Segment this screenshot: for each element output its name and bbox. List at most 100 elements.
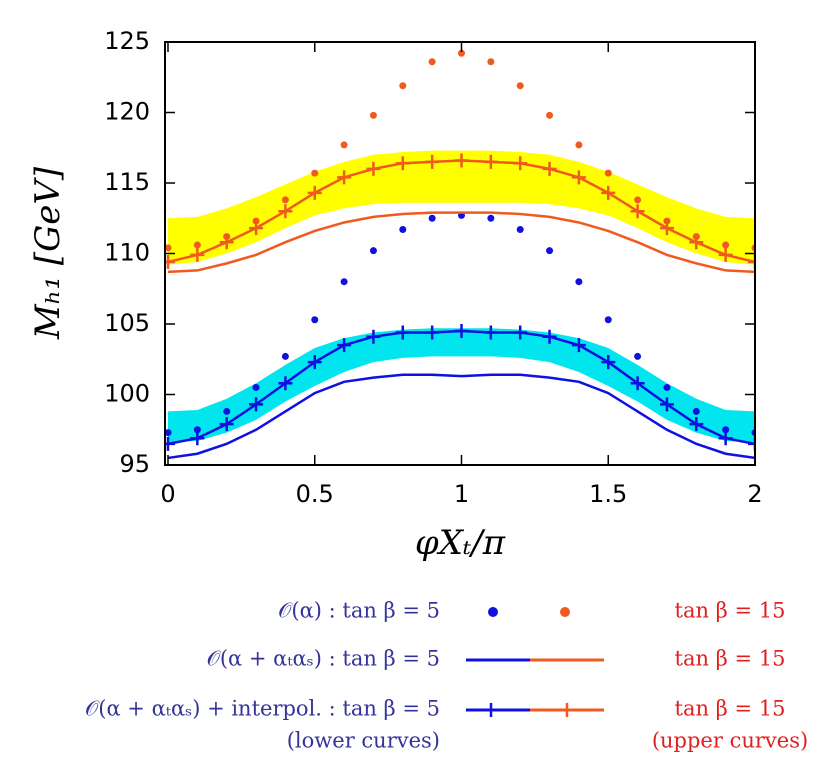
cross-marker [630,376,645,391]
y-tick-label: 120 [104,98,150,126]
cross-marker [278,204,293,219]
cross-marker [454,324,469,339]
x-tick-label: 1 [454,480,469,508]
legend-label: 𝒪(α + αₜαₛ) : tan β = 5 [207,647,440,671]
y-axis-label: Mₕ₁ [GeV] [28,166,68,340]
dot [604,169,612,177]
cross-marker [513,325,528,340]
cross-marker [571,170,586,185]
cross-marker [190,431,205,446]
cross-marker [219,417,234,432]
y-tick-label: 105 [104,309,150,337]
cross-marker [483,325,498,340]
dot [634,196,642,204]
x-tick-label: 0.5 [296,480,334,508]
cross-marker [337,170,352,185]
dot [311,316,319,324]
legend-label: tan β = 15 [675,599,786,623]
dot [575,141,583,149]
dot [487,58,495,66]
x-tick-label: 1.5 [589,480,627,508]
cross-marker [718,247,733,262]
cross-marker [249,221,264,236]
legend-note: (upper curves) [652,729,808,753]
legend-marker [488,607,498,617]
x-tick-label: 0 [160,480,175,508]
dot [634,352,642,360]
cross-marker [748,254,755,269]
cross-marker [165,436,175,451]
cross-marker [165,254,175,269]
cross-marker [219,235,234,250]
cross-marker [425,325,440,340]
dot [340,141,348,149]
cross-marker [366,329,381,344]
dot [223,407,231,415]
y-tick-label: 95 [119,450,150,478]
legend-note: (lower curves) [287,729,440,753]
dot [516,82,524,90]
dot [252,217,260,225]
cross-marker [190,247,205,262]
cross-marker [571,338,586,353]
x-axis-label: φXₜ/π [415,523,506,563]
cross-marker [454,153,469,168]
y-tick-label: 125 [104,27,150,55]
cross-marker [307,185,322,200]
cross-marker [513,156,528,171]
x-tick-label: 2 [747,480,762,508]
dot [722,426,730,434]
legend-label: tan β = 15 [675,647,786,671]
dot [165,244,172,252]
cross-marker [542,161,557,176]
cross-marker [601,355,616,370]
cross-marker [601,185,616,200]
legend-marker [560,607,570,617]
cross-marker [718,431,733,446]
cross-marker [689,417,704,432]
dot [663,383,671,391]
dot [281,196,289,204]
dot [399,82,407,90]
dot [487,214,495,222]
line [167,373,755,460]
dot [516,226,524,234]
dot [165,429,172,437]
dot [369,111,377,119]
cross-marker [542,329,557,344]
dot [663,217,671,225]
cross-marker [278,376,293,391]
dot [458,49,465,57]
cross-marker [689,235,704,250]
cross-marker [425,154,440,169]
dot [575,278,583,286]
dot [193,426,201,434]
cross-marker [307,355,322,370]
dot [311,169,319,177]
plot-area [165,49,755,460]
cross-marker [395,156,410,171]
dot [546,247,554,255]
cross-marker [249,397,264,412]
dot [722,241,730,249]
cross-marker [337,338,352,353]
y-tick-label: 115 [104,168,150,196]
dot [340,278,348,286]
y-tick-label: 110 [104,239,150,267]
dot [428,58,436,66]
dot [252,383,260,391]
dot [369,247,377,255]
dot [604,316,612,324]
cross-marker [395,325,410,340]
cross-marker [630,204,645,219]
line [167,211,755,274]
dot [428,214,436,222]
cross-marker [659,221,674,236]
dot [193,241,201,249]
cross-marker [366,161,381,176]
cross-marker [483,154,498,169]
cross-marker [659,397,674,412]
dot [546,111,554,119]
dot [692,407,700,415]
